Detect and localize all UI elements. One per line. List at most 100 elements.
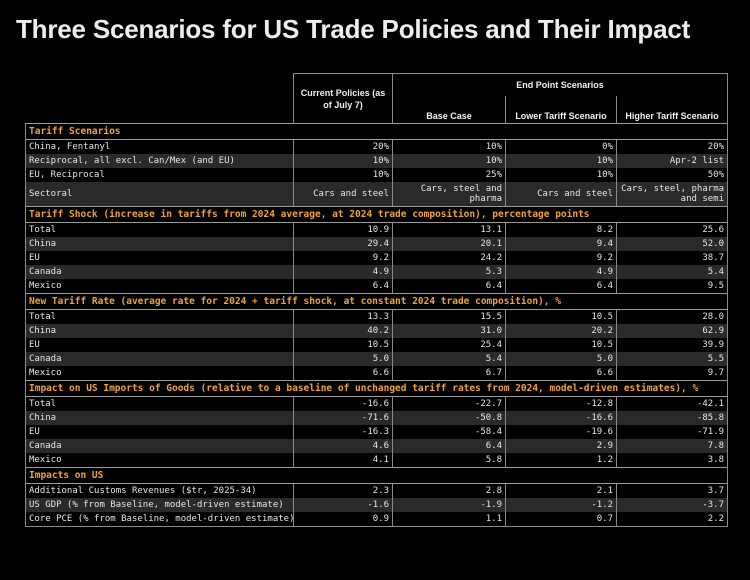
cell-lower-tariff: -16.6: [505, 411, 617, 425]
row-label: Core PCE (% from Baseline, model-driven …: [25, 512, 294, 527]
header-blank-cell: [25, 73, 294, 124]
row-label: Mexico: [25, 279, 294, 294]
cell-lower-tariff: 4.9: [505, 265, 617, 279]
section-title: Tariff Shock (increase in tariffs from 2…: [24, 206, 729, 223]
table-row: EU 10.5 25.4 10.5 39.9: [25, 338, 729, 352]
section-header-row: Impacts on US: [24, 467, 729, 484]
cell-base-case: 10%: [392, 154, 506, 168]
cell-current: -16.3: [293, 425, 393, 439]
header-base-case: Base Case: [392, 96, 506, 124]
row-label: Total: [25, 309, 294, 324]
cell-current: 0.9: [293, 512, 393, 527]
cell-higher-tariff: 62.9: [616, 324, 729, 338]
cell-lower-tariff: -1.2: [505, 498, 617, 512]
cell-lower-tariff: 10.5: [505, 338, 617, 352]
section-title: Impacts on US: [24, 467, 729, 484]
cell-lower-tariff: 10%: [505, 154, 617, 168]
header-lower-tariff: Lower Tariff Scenario: [505, 96, 617, 124]
page-title: Three Scenarios for US Trade Policies an…: [16, 14, 691, 44]
cell-lower-tariff: 5.0: [505, 352, 617, 366]
row-label: EU, Reciprocal: [25, 168, 294, 182]
cell-higher-tariff: Cars, steel, pharma and semi: [616, 182, 729, 207]
cell-lower-tariff: 8.2: [505, 222, 617, 237]
table-row: Canada 4.9 5.3 4.9 5.4: [25, 265, 729, 279]
cell-base-case: 6.7: [392, 366, 506, 381]
cell-current: 10%: [293, 168, 393, 182]
cell-current: 6.4: [293, 279, 393, 294]
cell-current: -16.6: [293, 396, 393, 411]
table-row: EU 9.2 24.2 9.2 38.7: [25, 251, 729, 265]
table-row: EU -16.3 -58.4 -19.6 -71.9: [25, 425, 729, 439]
cell-base-case: 10%: [392, 139, 506, 154]
table-row: Total 13.3 15.5 10.5 28.0: [25, 309, 729, 324]
cell-lower-tariff: 2.9: [505, 439, 617, 453]
table-row: Total 10.9 13.1 8.2 25.6: [25, 222, 729, 237]
cell-base-case: 2.8: [392, 483, 506, 498]
section-header-row: Impact on US Imports of Goods (relative …: [24, 380, 729, 397]
cell-current: -71.6: [293, 411, 393, 425]
cell-current: 2.3: [293, 483, 393, 498]
cell-higher-tariff: -85.8: [616, 411, 729, 425]
table-row: Mexico 4.1 5.8 1.2 3.8: [25, 453, 729, 468]
table-row: EU, Reciprocal 10% 25% 10% 50%: [25, 168, 729, 182]
cell-higher-tariff: 5.4: [616, 265, 729, 279]
row-label: Total: [25, 222, 294, 237]
cell-lower-tariff: 9.2: [505, 251, 617, 265]
section-header-row: Tariff Scenarios: [24, 123, 729, 140]
table-row: US GDP (% from Baseline, model-driven es…: [25, 498, 729, 512]
cell-lower-tariff: 6.6: [505, 366, 617, 381]
cell-lower-tariff: 20.2: [505, 324, 617, 338]
cell-higher-tariff: -71.9: [616, 425, 729, 439]
cell-higher-tariff: -42.1: [616, 396, 729, 411]
cell-current: -1.6: [293, 498, 393, 512]
table-row: Mexico 6.4 6.4 6.4 9.5: [25, 279, 729, 294]
row-label: Canada: [25, 265, 294, 279]
table-row: Reciprocal, all excl. Can/Mex (and EU) 10…: [25, 154, 729, 168]
cell-higher-tariff: 50%: [616, 168, 729, 182]
cell-higher-tariff: 7.8: [616, 439, 729, 453]
row-label: Total: [25, 396, 294, 411]
cell-base-case: 24.2: [392, 251, 506, 265]
cell-base-case: -1.9: [392, 498, 506, 512]
header-row-bottom: Base Case Lower Tariff Scenario Higher T…: [26, 96, 729, 124]
section-title: New Tariff Rate (average rate for 2024 +…: [24, 293, 729, 310]
cell-current: 9.2: [293, 251, 393, 265]
cell-higher-tariff: 39.9: [616, 338, 729, 352]
table-row: Sectoral Cars and steel Cars, steel and ph…: [25, 182, 729, 207]
table-row: China 29.4 20.1 9.4 52.0: [25, 237, 729, 251]
cell-higher-tariff: -3.7: [616, 498, 729, 512]
cell-current: 10.9: [293, 222, 393, 237]
cell-higher-tariff: 5.5: [616, 352, 729, 366]
header-row-top: Current Policies (as of July 7) End Poin…: [25, 73, 729, 124]
row-label: US GDP (% from Baseline, model-driven es…: [25, 498, 294, 512]
cell-base-case: Cars, steel and pharma: [392, 182, 506, 207]
row-label: EU: [25, 251, 294, 265]
row-label: China: [25, 324, 294, 338]
cell-base-case: -58.4: [392, 425, 506, 439]
cell-current: 4.1: [293, 453, 393, 468]
table-row: Canada 4.6 6.4 2.9 7.8: [25, 439, 729, 453]
table-row: Core PCE (% from Baseline, model-driven …: [25, 512, 729, 527]
cell-base-case: -22.7: [392, 396, 506, 411]
cell-current: 13.3: [293, 309, 393, 324]
cell-lower-tariff: 10%: [505, 168, 617, 182]
cell-higher-tariff: 2.2: [616, 512, 729, 527]
cell-higher-tariff: Apr-2 list: [616, 154, 729, 168]
table-row: Mexico 6.6 6.7 6.6 9.7: [25, 366, 729, 381]
cell-higher-tariff: 3.8: [616, 453, 729, 468]
scenario-table: Current Policies (as of July 7) End Poin…: [24, 73, 729, 527]
section-title: Tariff Scenarios: [24, 123, 729, 140]
cell-current: 10.5: [293, 338, 393, 352]
cell-higher-tariff: 52.0: [616, 237, 729, 251]
row-label: Reciprocal, all excl. Can/Mex (and EU): [25, 154, 294, 168]
cell-lower-tariff: 10.5: [505, 309, 617, 324]
cell-lower-tariff: -12.8: [505, 396, 617, 411]
cell-base-case: 31.0: [392, 324, 506, 338]
cell-base-case: -50.8: [392, 411, 506, 425]
cell-higher-tariff: 38.7: [616, 251, 729, 265]
cell-current: 20%: [293, 139, 393, 154]
cell-base-case: 6.4: [392, 279, 506, 294]
cell-current: 4.9: [293, 265, 393, 279]
cell-lower-tariff: Cars and steel: [505, 182, 617, 207]
cell-base-case: 25%: [392, 168, 506, 182]
